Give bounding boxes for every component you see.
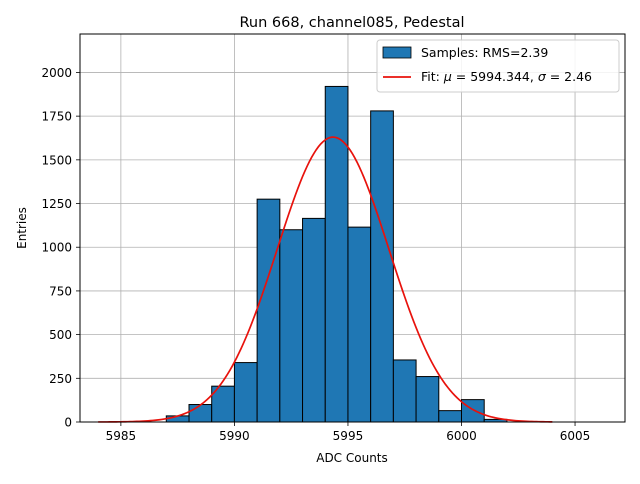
y-tick-label: 750 <box>49 284 72 298</box>
chart-title: Run 668, channel085, Pedestal <box>239 15 464 31</box>
y-tick-label: 1500 <box>41 153 72 167</box>
x-axis-label: ADC Counts <box>316 451 388 465</box>
y-tick-label: 1250 <box>41 197 72 211</box>
histogram-bars <box>165 85 508 423</box>
fit-curve <box>98 136 553 423</box>
y-tick-label: 2000 <box>41 66 72 80</box>
y-tick-label: 500 <box>49 328 72 342</box>
legend-fit-label: Fit: μ = 5994.344, σ = 2.46 <box>421 69 592 84</box>
y-axis-label: Entries <box>15 207 29 249</box>
histogram-bar <box>324 85 349 423</box>
legend-bars-label: Samples: RMS=2.39 <box>421 45 548 60</box>
histogram-bar <box>461 399 485 423</box>
plot-frame <box>79 33 626 423</box>
histogram-bar <box>302 217 326 423</box>
y-tick-label: 1750 <box>41 110 72 124</box>
x-axis-ticks: 5985 5990 5995 6000 6005 <box>106 422 591 443</box>
y-tick-label: 0 <box>64 416 72 430</box>
histogram-bar <box>279 229 304 423</box>
y-tick-label: 1000 <box>41 241 72 255</box>
histogram-bar <box>392 359 417 423</box>
fit-sigma-value: = 2.46 <box>546 69 592 84</box>
fit-sigma-symbol: σ <box>538 69 547 84</box>
x-tick-label: 6005 <box>560 429 591 443</box>
histogram-bar <box>415 376 440 423</box>
fit-label-prefix: Fit: <box>421 69 444 84</box>
histogram-bar <box>233 362 258 423</box>
y-tick-label: 250 <box>49 372 72 386</box>
y-axis-ticks: 0 250 500 750 1000 1250 1500 1750 2000 <box>41 66 80 430</box>
legend-bars-swatch <box>382 46 412 59</box>
histogram-bar <box>438 410 462 423</box>
x-tick-label: 5995 <box>333 429 364 443</box>
fit-curve-layer <box>98 136 553 423</box>
histogram-bar <box>188 404 213 423</box>
legend-box <box>376 39 620 93</box>
legend: Samples: RMS=2.39 Fit: μ = 5994.344, σ =… <box>376 39 620 93</box>
histogram-bar <box>347 226 372 423</box>
fit-mu-value: = 5994.344, <box>452 69 538 84</box>
fit-mu-symbol: μ <box>443 69 452 84</box>
x-tick-label: 5990 <box>219 429 250 443</box>
x-tick-label: 6000 <box>446 429 477 443</box>
histogram-bar <box>370 110 394 423</box>
x-tick-label: 5985 <box>106 429 137 443</box>
histogram-bar <box>256 198 281 423</box>
